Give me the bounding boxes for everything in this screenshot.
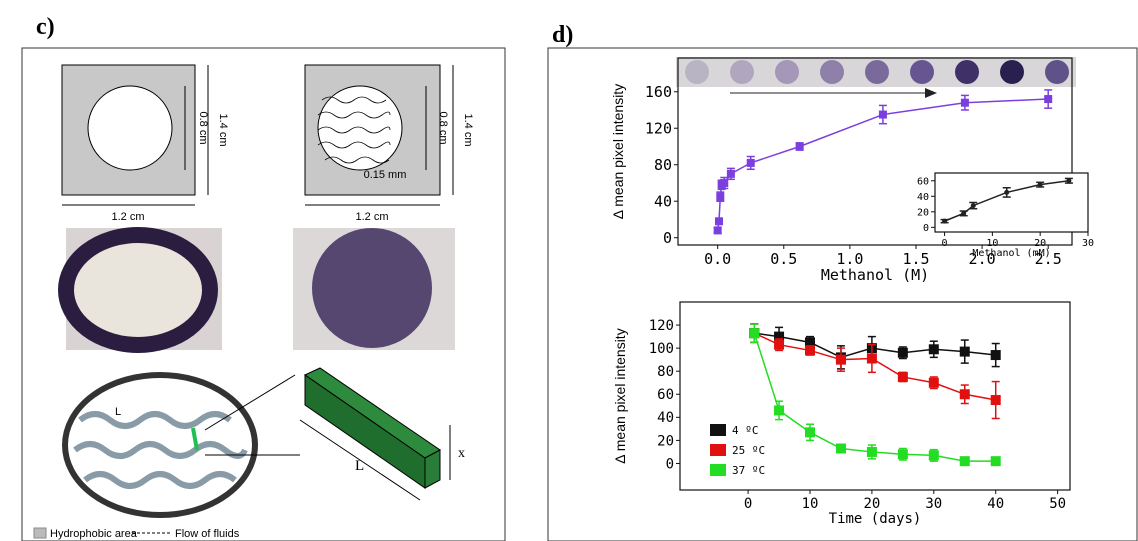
y-tick-label: 160 — [645, 83, 672, 101]
data-point — [960, 347, 970, 357]
data-point — [1004, 190, 1009, 195]
data-point — [805, 427, 815, 437]
data-point — [774, 340, 784, 350]
data-point — [898, 449, 908, 459]
data-point — [720, 179, 728, 187]
y-tick-label: 20 — [917, 207, 929, 218]
data-point — [961, 211, 966, 216]
legend-label: 37 ºC — [732, 464, 765, 477]
y-tick-label: 0 — [666, 456, 674, 472]
y-tick-label: 100 — [649, 341, 674, 357]
data-point — [747, 159, 755, 167]
y-tick-label: 60 — [657, 387, 674, 403]
legend-swatch — [710, 444, 726, 456]
data-point — [929, 450, 939, 460]
legend-label: 4 ºC — [732, 424, 759, 437]
x-tick-label: 40 — [987, 496, 1004, 512]
data-point — [960, 456, 970, 466]
legend-swatch — [710, 464, 726, 476]
x-tick-label: 20 — [863, 496, 880, 512]
data-point — [1038, 182, 1043, 187]
y-tick-label: 80 — [654, 156, 672, 174]
data-point — [796, 142, 804, 150]
data-point — [929, 344, 939, 354]
data-point — [1066, 178, 1071, 183]
data-point — [715, 217, 723, 225]
dimension-label: 0.15 mm — [364, 169, 407, 181]
height-label: x — [458, 446, 465, 461]
data-point — [961, 99, 969, 107]
data-point — [836, 355, 846, 365]
y-axis-label: Δ mean pixel intensity — [610, 84, 626, 219]
x-tick-label: 0 — [744, 496, 752, 512]
figure: c) d) 0.8 cm 1.4 cm 1.2 cm 0.8 cm 1.4 cm… — [0, 0, 1138, 541]
y-tick-label: 120 — [645, 119, 672, 137]
data-point — [942, 219, 947, 224]
y-tick-label: 80 — [657, 364, 674, 380]
legend-swatch — [710, 424, 726, 436]
data-point — [867, 354, 877, 364]
length-label: L — [115, 406, 121, 418]
data-point — [727, 170, 735, 178]
x-axis-label: Time (days) — [829, 511, 922, 527]
y-tick-label: 60 — [917, 176, 929, 187]
x-tick-label: 0.5 — [770, 250, 797, 268]
y-tick-label: 0 — [663, 229, 672, 247]
x-axis-label: Methanol (M) — [821, 266, 929, 284]
dimension-label: 0.8 cm — [197, 111, 209, 144]
legend-label: 25 ºC — [732, 444, 765, 457]
x-tick-label: 0 — [942, 238, 948, 249]
x-tick-label: 30 — [1082, 238, 1094, 249]
y-axis-label: Δ mean pixel intensity — [612, 328, 628, 463]
data-point — [836, 443, 846, 453]
data-point — [1044, 95, 1052, 103]
x-tick-label: 10 — [802, 496, 819, 512]
panel-label: d) — [552, 22, 573, 48]
y-tick-label: 40 — [917, 192, 929, 203]
y-tick-label: 40 — [657, 410, 674, 426]
length-label: L — [355, 458, 364, 474]
panel-label: c) — [36, 14, 55, 40]
x-tick-label: 50 — [1049, 496, 1066, 512]
dimension-label: 1.4 cm — [217, 113, 229, 146]
legend-label: Hydrophobic area — [50, 528, 138, 540]
y-tick-label: 120 — [649, 318, 674, 334]
y-tick-label: 40 — [654, 192, 672, 210]
data-point — [879, 111, 887, 119]
x-tick-label: 0.0 — [704, 250, 731, 268]
panel-frame — [548, 48, 1137, 541]
y-tick-label: 0 — [923, 223, 929, 234]
x-axis-label: Methanol (mM) — [972, 248, 1050, 259]
data-point — [991, 456, 1001, 466]
x-tick-label: 30 — [925, 496, 942, 512]
data-point — [749, 328, 759, 338]
dimension-label: 0.8 cm — [437, 111, 449, 144]
data-point — [774, 405, 784, 415]
data-point — [960, 389, 970, 399]
data-point — [898, 372, 908, 382]
data-point — [714, 226, 722, 234]
dimension-label: 1.2 cm — [355, 211, 388, 223]
data-point — [898, 348, 908, 358]
data-point — [929, 378, 939, 388]
dimension-label: 1.4 cm — [462, 113, 474, 146]
data-point — [716, 193, 724, 201]
data-point — [805, 345, 815, 355]
legend-label: Flow of fluids — [175, 528, 240, 540]
y-tick-label: 20 — [657, 433, 674, 449]
data-point — [971, 203, 976, 208]
data-point — [991, 350, 1001, 360]
data-point — [991, 395, 1001, 405]
dimension-label: 1.2 cm — [111, 211, 144, 223]
data-point — [867, 447, 877, 457]
